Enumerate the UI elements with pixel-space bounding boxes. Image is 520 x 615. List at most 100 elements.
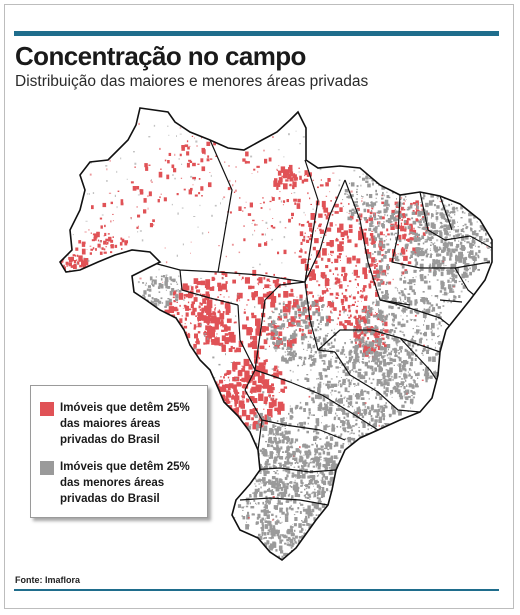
smallest-area-speck [387, 183, 389, 187]
largest-area-speck [187, 301, 190, 304]
smallest-area-speck [452, 235, 456, 238]
smallest-area-speck [417, 255, 420, 258]
smallest-area-speck [362, 421, 366, 424]
smallest-area-speck [438, 335, 440, 337]
largest-area-speck [373, 270, 377, 274]
smallest-area-speck [454, 248, 458, 252]
largest-area-speck [263, 339, 268, 345]
largest-area-speck [214, 307, 217, 309]
smallest-area-speck [116, 268, 119, 270]
smallest-area-speck [300, 485, 303, 487]
largest-area-speck [229, 413, 232, 415]
smallest-area-speck [294, 315, 298, 319]
smallest-area-speck [361, 361, 363, 363]
smallest-area-speck [390, 350, 393, 353]
smallest-area-speck [326, 321, 329, 325]
smallest-area-speck [313, 503, 317, 509]
largest-area-speck [198, 178, 201, 180]
largest-area-speck [218, 342, 224, 346]
smallest-area-speck [432, 271, 437, 277]
largest-area-speck [252, 269, 257, 276]
smallest-area-speck [269, 530, 271, 533]
smallest-area-speck [388, 378, 392, 382]
largest-area-speck [226, 318, 232, 323]
smallest-area-speck [422, 347, 426, 352]
smallest-area-speck [261, 517, 264, 521]
smallest-area-speck [330, 358, 333, 360]
smallest-area-speck [412, 220, 417, 225]
smallest-area-speck [360, 458, 364, 461]
smallest-area-speck [452, 195, 453, 197]
largest-area-speck [207, 328, 213, 336]
smallest-area-speck [286, 543, 290, 546]
smallest-area-speck [378, 357, 381, 359]
smallest-area-speck [367, 438, 372, 444]
smallest-area-speck [337, 405, 340, 408]
smallest-area-speck [315, 431, 320, 435]
smallest-area-speck [324, 515, 326, 518]
smallest-area-speck [323, 460, 325, 462]
smallest-area-speck [261, 532, 264, 535]
smallest-area-speck [276, 326, 280, 330]
smallest-area-speck [330, 476, 334, 482]
smallest-area-speck [455, 234, 459, 237]
smallest-area-speck [364, 178, 366, 179]
smallest-area-speck [375, 227, 378, 229]
smallest-area-speck [352, 455, 356, 460]
smallest-area-speck [280, 421, 284, 426]
smallest-area-speck [316, 462, 318, 464]
smallest-area-speck [328, 116, 331, 119]
smallest-area-speck [292, 343, 295, 347]
smallest-area-speck [433, 245, 437, 249]
smallest-area-speck [221, 562, 223, 564]
smallest-area-speck [289, 356, 293, 362]
smallest-area-speck [337, 472, 342, 477]
smallest-area-speck [294, 453, 296, 455]
smallest-area-speck [344, 193, 347, 195]
smallest-area-speck [491, 228, 492, 232]
smallest-area-speck [367, 183, 371, 188]
largest-area-speck [252, 340, 258, 349]
smallest-area-speck [336, 349, 340, 352]
smallest-area-speck [374, 458, 376, 461]
smallest-area-speck [379, 360, 383, 365]
smallest-area-speck [269, 430, 272, 434]
largest-area-speck [230, 211, 232, 214]
largest-area-speck [263, 149, 265, 152]
smallest-area-speck [356, 191, 358, 194]
smallest-area-speck [300, 470, 303, 474]
smallest-area-speck [280, 417, 284, 422]
smallest-area-speck [226, 471, 229, 474]
smallest-area-speck [383, 240, 386, 242]
smallest-area-speck [172, 174, 174, 176]
largest-area-speck [180, 288, 182, 290]
smallest-area-speck [393, 314, 397, 319]
largest-area-speck [225, 289, 228, 293]
smallest-area-speck [291, 474, 294, 478]
smallest-area-speck [433, 268, 436, 271]
smallest-area-speck [390, 225, 393, 227]
smallest-area-speck [372, 371, 375, 375]
smallest-area-speck [404, 226, 407, 229]
largest-area-speck [363, 237, 369, 245]
smallest-area-speck [293, 330, 296, 334]
largest-area-speck [124, 242, 128, 246]
largest-area-speck [222, 311, 225, 314]
smallest-area-speck [411, 391, 415, 395]
smallest-area-speck [397, 389, 401, 395]
smallest-area-speck [310, 322, 314, 328]
smallest-area-speck [450, 271, 453, 273]
smallest-area-speck [175, 294, 178, 297]
smallest-area-speck [311, 475, 316, 481]
smallest-area-speck [259, 412, 263, 418]
smallest-area-speck [396, 364, 398, 366]
smallest-area-speck [165, 289, 167, 291]
largest-area-speck [334, 296, 336, 298]
smallest-area-speck [477, 269, 480, 271]
smallest-area-speck [251, 513, 255, 516]
largest-area-speck [337, 227, 342, 233]
largest-area-speck [237, 370, 242, 377]
largest-area-speck [208, 335, 212, 339]
smallest-area-speck [375, 362, 379, 365]
smallest-area-speck [346, 397, 350, 400]
